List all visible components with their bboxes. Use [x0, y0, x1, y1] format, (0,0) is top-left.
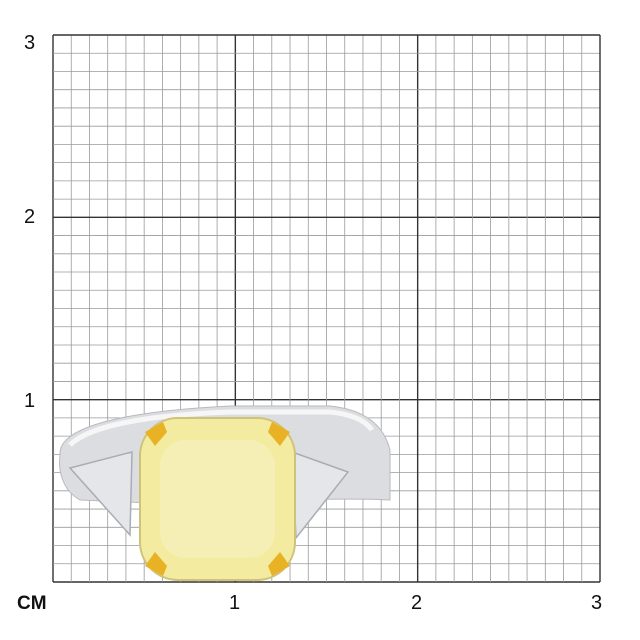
x-tick-3: 3	[591, 592, 603, 614]
y-tick-1: 1	[24, 390, 36, 412]
x-tick-2: 2	[411, 592, 423, 614]
y-tick-3: 3	[24, 32, 36, 54]
y-tick-2: 2	[24, 206, 36, 228]
gold-prongs	[145, 422, 290, 576]
x-tick-1: 1	[229, 592, 241, 614]
left-side-stone	[68, 451, 133, 537]
unit-label: CM	[17, 593, 47, 614]
